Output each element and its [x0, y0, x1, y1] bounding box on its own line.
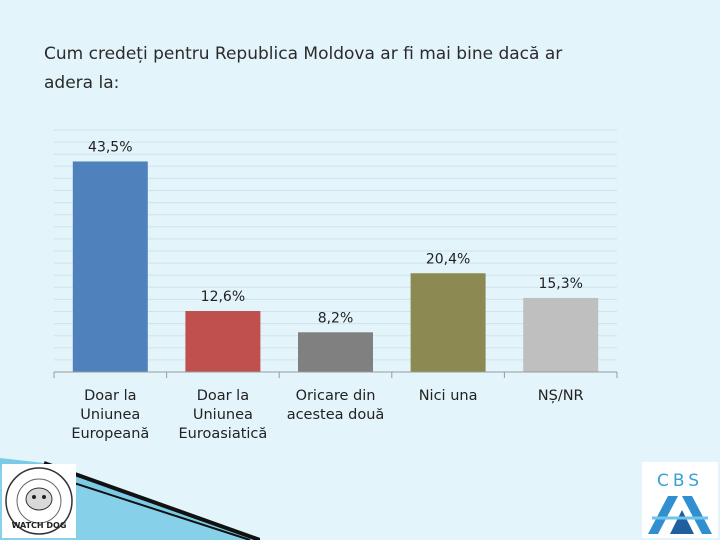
- bar: [72, 161, 148, 372]
- data-label: 43,5%: [88, 139, 132, 155]
- category-label: Oricare din acestea două: [287, 388, 385, 423]
- data-label: 20,4%: [426, 251, 470, 267]
- data-labels: 43,5% 12,6% 8,2% 20,4% 15,3%: [88, 139, 583, 326]
- bar: [185, 311, 261, 372]
- bar: [410, 273, 486, 372]
- bars: [72, 161, 599, 372]
- category-label: NȘ/NR: [538, 388, 584, 404]
- category-label: Doar la Uniunea Euroasiatică: [179, 388, 268, 442]
- x-axis: [53, 371, 618, 378]
- watchdog-logo-text: WATCH DOG: [12, 521, 67, 530]
- category-labels: Doar la Uniunea Europeană Doar la Uniunea Eur…: [71, 388, 583, 442]
- data-label: 12,6%: [201, 289, 245, 305]
- data-label: 8,2%: [318, 310, 354, 326]
- data-label: 15,3%: [538, 276, 582, 292]
- cbs-logo-text: CBS: [657, 471, 703, 491]
- watchdog-seal-icon: WATCH DOG: [2, 464, 76, 538]
- category-label: Doar la Uniunea Europeană: [71, 388, 149, 442]
- chart-title: Cum credeți pentru Republica Moldova ar …: [44, 44, 563, 93]
- cbs-axa-logo-icon: CBS: [642, 462, 718, 538]
- category-label: Nici una: [419, 388, 478, 404]
- bar: [523, 297, 599, 372]
- bar: [298, 332, 373, 372]
